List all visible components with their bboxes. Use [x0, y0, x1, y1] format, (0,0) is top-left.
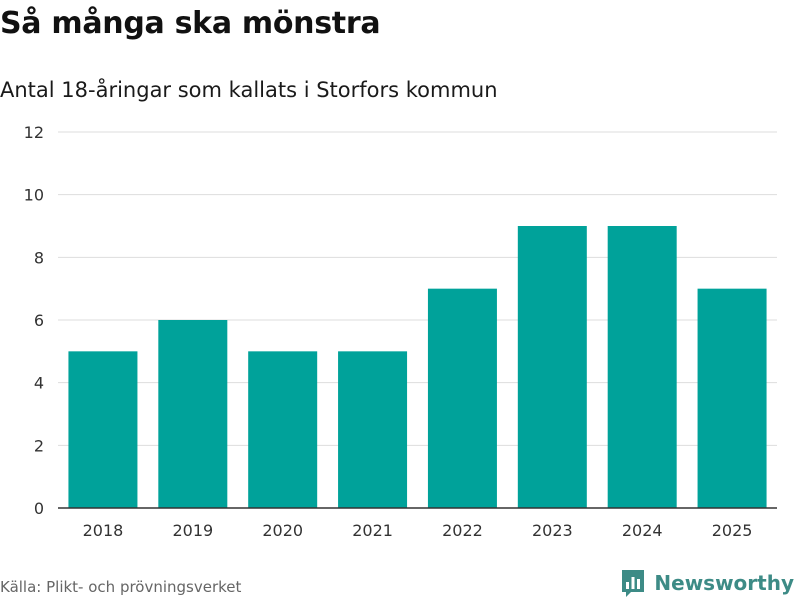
bar-2022	[427, 288, 497, 508]
x-tick-label: 2024	[622, 521, 663, 540]
bar-2023	[517, 226, 587, 508]
y-tick-label: 4	[34, 374, 44, 393]
y-tick-label: 6	[34, 311, 44, 330]
bar-2025	[697, 288, 767, 508]
brand-logo: Newsworthy	[620, 568, 794, 598]
source-note: Källa: Plikt- och prövningsverket	[0, 578, 242, 596]
x-tick-label: 2019	[172, 521, 213, 540]
bars	[68, 226, 767, 508]
x-tick-label: 2022	[442, 521, 483, 540]
y-tick-label: 10	[24, 186, 44, 205]
y-tick-label: 8	[34, 248, 44, 267]
bar-2020	[248, 351, 318, 508]
x-tick-label: 2018	[83, 521, 124, 540]
brand-name: Newsworthy	[654, 571, 794, 595]
x-tick-label: 2023	[532, 521, 573, 540]
newsworthy-logo-icon	[622, 570, 645, 597]
x-axis-ticks: 2018 2019 2020 2021 2022 2023 2024 2025	[83, 521, 753, 540]
y-tick-label: 2	[34, 436, 44, 455]
y-tick-label: 0	[34, 499, 44, 518]
bar-2019	[158, 320, 228, 508]
x-tick-label: 2021	[352, 521, 393, 540]
x-tick-label: 2020	[262, 521, 303, 540]
bar-2021	[338, 351, 408, 508]
bar-2018	[68, 351, 138, 508]
chart-subtitle: Antal 18-åringar som kallats i Storfors …	[0, 78, 498, 102]
bar-2024	[607, 226, 677, 508]
y-axis-ticks: 0 2 4 6 8 10 12	[24, 123, 44, 518]
chart-title: Så många ska mönstra	[0, 6, 381, 41]
y-tick-label: 12	[24, 123, 44, 142]
x-tick-label: 2025	[712, 521, 753, 540]
